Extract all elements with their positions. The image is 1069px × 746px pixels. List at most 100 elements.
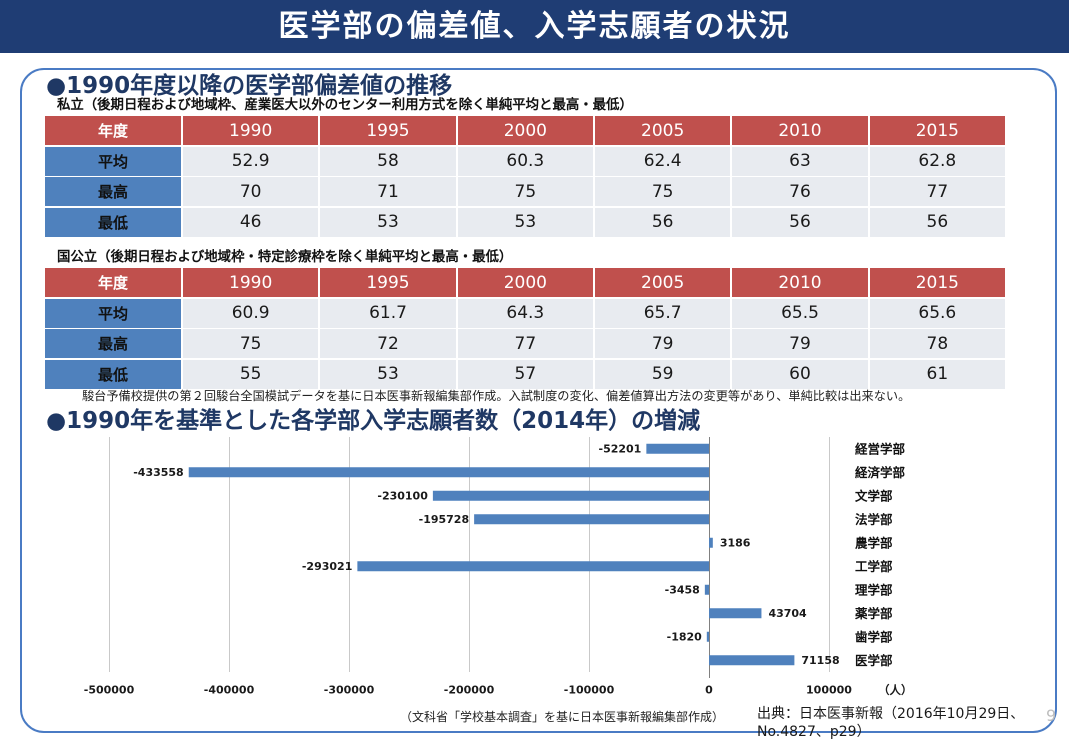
column-header-year: 2010 [732, 268, 868, 297]
x-tick-label: -300000 [324, 684, 375, 697]
deviation-table-public: 年度 1990 1995 2000 2005 2010 2015 平均 60.9 61.7 64.3… [45, 268, 1005, 389]
table-cell: 53 [320, 359, 456, 389]
bar [709, 537, 713, 548]
bar-value-label: -3458 [665, 583, 700, 596]
table-cell: 60.3 [457, 146, 593, 176]
x-tick-label: -200000 [444, 684, 495, 697]
row-label: 最高 [45, 329, 181, 358]
table-cell: 62.4 [594, 146, 731, 176]
row-label: 最高 [45, 177, 181, 206]
column-header-year: 2000 [457, 268, 593, 297]
bar [188, 467, 709, 478]
column-header-year: 1990 [183, 116, 319, 145]
table-cell: 62.8 [869, 146, 1005, 176]
table-cell: 46 [183, 207, 319, 237]
table-cell: 56 [594, 207, 731, 237]
table-cell: 52.9 [183, 146, 319, 176]
table-cell: 79 [732, 329, 868, 358]
table-cell: 65.6 [869, 298, 1005, 328]
table-cell: 59 [594, 359, 731, 389]
citation-line-2: No.4827、p29） [757, 724, 871, 740]
table-cell: 75 [183, 329, 319, 358]
table-cell: 57 [457, 359, 593, 389]
table-caption-private: 私立（後期日程および地域枠、産業医大以外のセンター利用方式を除く単純平均と最高・… [57, 98, 633, 113]
bar [432, 490, 709, 501]
bar [704, 584, 709, 595]
content-frame [20, 68, 1057, 733]
slide-title: 医学部の偏差値、入学志願者の状況 [278, 9, 791, 44]
x-axis-unit-label: （人） [878, 683, 913, 697]
bar-value-label: -230100 [377, 489, 428, 502]
column-header-year: 2010 [732, 116, 868, 145]
table-caption-public: 国公立（後期日程および地域枠・特定診療枠を除く単純平均と最高・最低） [57, 250, 513, 265]
table-cell: 53 [457, 207, 593, 237]
table-cell: 77 [457, 329, 593, 358]
bar-value-label: -1820 [667, 630, 703, 643]
table-cell: 65.5 [732, 298, 868, 328]
table-cell: 76 [732, 177, 868, 206]
column-header-year: 2015 [869, 268, 1005, 297]
column-header-year: 1990 [183, 268, 319, 297]
bar [646, 443, 709, 454]
table-cell: 71 [320, 177, 456, 206]
row-label: 平均 [45, 298, 181, 328]
category-label: 医学部 [855, 653, 893, 668]
x-tick-label: -400000 [204, 684, 255, 697]
bar [357, 561, 709, 572]
column-header-year: 2015 [869, 116, 1005, 145]
table-cell: 64.3 [457, 298, 593, 328]
category-label: 理学部 [855, 582, 893, 597]
category-label: 農学部 [855, 535, 893, 550]
table-cell: 79 [594, 329, 731, 358]
column-header-year-label: 年度 [45, 268, 181, 297]
table-cell: 78 [869, 329, 1005, 358]
column-header-year: 1995 [320, 268, 456, 297]
x-tick-label: 0 [705, 684, 713, 697]
table-cell: 75 [457, 177, 593, 206]
table-cell: 53 [320, 207, 456, 237]
table-source-note: 駿台予備校提供の第２回駿台全国模試データを基に日本医事新報編集部作成。入試制度の… [82, 389, 911, 403]
row-label: 平均 [45, 146, 181, 176]
table-cell: 75 [594, 177, 731, 206]
x-tick-label: 100000 [806, 684, 852, 697]
category-label: 経済学部 [855, 465, 906, 480]
x-tick-label: -100000 [564, 684, 615, 697]
bar [709, 608, 762, 619]
category-label: 経営学部 [855, 441, 906, 456]
applicants-change-bar-chart: -500000 -400000 -300000 -200000 -100000 0 1000… [84, 437, 913, 697]
table-cell: 77 [869, 177, 1005, 206]
table-cell: 56 [869, 207, 1005, 237]
row-label: 最低 [45, 359, 181, 389]
bar [474, 514, 709, 525]
column-header-year: 2005 [594, 268, 731, 297]
table-cell: 70 [183, 177, 319, 206]
column-header-year: 2000 [457, 116, 593, 145]
title-banner: 医学部の偏差値、入学志願者の状況 [0, 0, 1069, 53]
section-heading-applicants: ●1990年を基準とした各学部入学志願者数（2014年）の増減 [46, 408, 701, 434]
bar-value-label: -195728 [419, 513, 470, 526]
page-number: 9 [1046, 706, 1057, 725]
deviation-table-private: 年度 1990 1995 2000 2005 2010 2015 平均 52.9 58 60.3 62… [45, 116, 1005, 237]
category-label: 薬学部 [854, 606, 893, 621]
table-cell: 58 [320, 146, 456, 176]
bar-value-label: 43704 [768, 607, 807, 620]
chart-source-note: （文科省「学校基本調査」を基に日本医事新報編集部作成） [400, 710, 725, 724]
x-tick-label: -500000 [84, 684, 135, 697]
bar-value-label: -293021 [302, 560, 353, 573]
bar-value-label: 71158 [801, 654, 839, 667]
category-label: 工学部 [855, 559, 893, 574]
table-cell: 65.7 [594, 298, 731, 328]
table-cell: 55 [183, 359, 319, 389]
bar-value-label: -433558 [133, 466, 184, 479]
table-cell: 61.7 [320, 298, 456, 328]
bar [709, 655, 795, 666]
table-cell: 56 [732, 207, 868, 237]
citation: 出典：日本医事新報（2016年10月29日、 No.4827、p29） [757, 705, 1024, 741]
row-label: 最低 [45, 207, 181, 237]
category-label: 歯学部 [855, 629, 893, 644]
column-header-year-label: 年度 [45, 116, 181, 145]
section-heading-deviation: ●1990年度以降の医学部偏差値の推移 [46, 73, 453, 99]
column-header-year: 2005 [594, 116, 731, 145]
citation-line-1: 出典：日本医事新報（2016年10月29日、 [757, 706, 1025, 722]
